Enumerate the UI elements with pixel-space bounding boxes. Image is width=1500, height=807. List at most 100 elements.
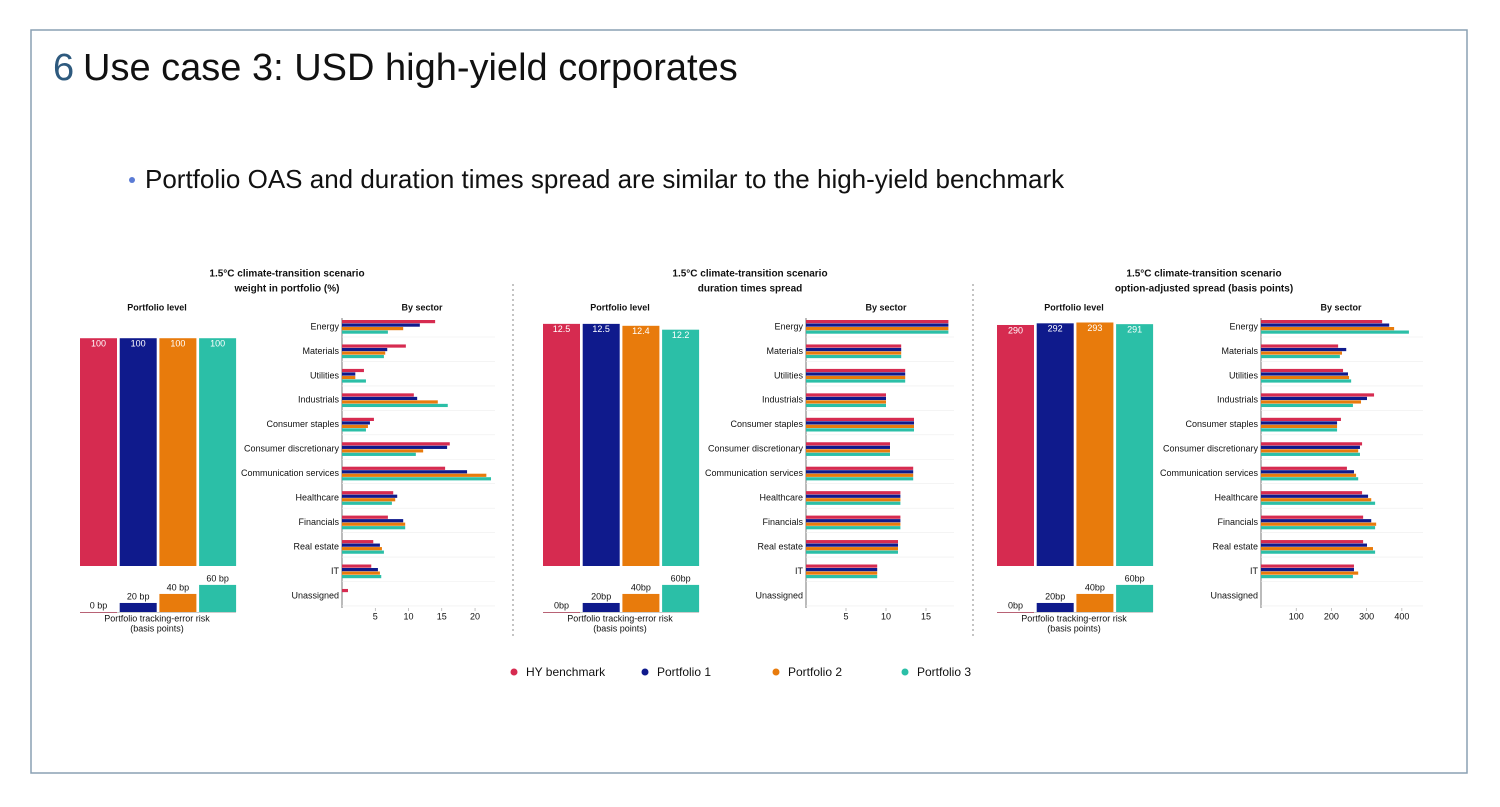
x-tick-label: 15	[437, 611, 447, 621]
category-label: Utilities	[310, 370, 340, 380]
sector-bar	[806, 421, 914, 425]
chart-subtitle: By sector	[401, 302, 443, 312]
value-label: 292	[1048, 324, 1063, 334]
sector-bar	[806, 396, 886, 401]
sector-bar	[1261, 354, 1340, 359]
sector-bar	[1261, 442, 1363, 446]
tracking-bar	[582, 602, 620, 612]
category-label: Real estate	[757, 541, 803, 551]
portfolio-bar	[119, 338, 157, 566]
category-label: IT	[1250, 566, 1259, 576]
sector-bar	[1261, 564, 1354, 568]
value-label: 100	[131, 339, 146, 349]
tracking-caption: Portfolio tracking-error risk	[567, 613, 673, 623]
sector-bar	[342, 449, 424, 453]
category-label: Real estate	[1212, 541, 1258, 551]
sector-bar	[1261, 515, 1364, 519]
sector-bar	[342, 327, 404, 331]
value-label: 100	[210, 339, 225, 349]
sector-bar	[342, 372, 356, 376]
value-label: 293	[1087, 323, 1102, 333]
category-label: Consumer discretionary	[244, 444, 340, 454]
value-label: 60bp	[1125, 573, 1145, 583]
sector-bar	[1261, 403, 1353, 408]
panel-title: 1.5°C climate-transition scenario	[209, 269, 364, 280]
sector-bar	[806, 477, 914, 481]
value-label: 100	[91, 339, 106, 349]
sector-bar	[806, 543, 898, 547]
sector-bar	[1261, 347, 1347, 352]
sector-bar	[806, 571, 878, 575]
category-label: Unassigned	[291, 590, 339, 600]
sector-bar	[1261, 522, 1377, 526]
x-tick-label: 5	[843, 611, 848, 621]
sector-bar	[806, 501, 901, 505]
sector-bar	[1261, 428, 1338, 432]
chart-subtitle: Portfolio level	[1044, 302, 1104, 312]
category-label: Unassigned	[1210, 590, 1258, 600]
panel-title: 1.5°C climate-transition scenario	[1126, 269, 1281, 280]
tracking-caption: (basis points)	[130, 623, 184, 633]
portfolio-bar	[582, 323, 620, 566]
sector-bar	[806, 403, 886, 408]
sector-bar	[1261, 501, 1376, 505]
value-label: 12.4	[632, 326, 650, 336]
category-label: Healthcare	[759, 493, 803, 503]
bullet-dot	[129, 177, 135, 183]
sector-bar	[342, 403, 448, 408]
sector-bar	[342, 588, 348, 593]
sector-bar	[806, 375, 906, 380]
category-label: Communication services	[241, 468, 340, 478]
category-label: Industrials	[298, 395, 340, 405]
sector-bar	[1261, 330, 1409, 334]
sector-bar	[1261, 368, 1344, 373]
sector-bar	[342, 543, 380, 547]
portfolio-bar	[80, 338, 117, 566]
sector-bar	[1261, 473, 1357, 477]
sector-bar	[342, 477, 492, 481]
sector-bar	[806, 368, 906, 373]
x-tick-label: 10	[404, 611, 414, 621]
value-label: 40 bp	[167, 582, 190, 592]
sector-bar	[1261, 445, 1360, 449]
sector-bar	[1261, 494, 1369, 498]
sector-bar	[1261, 417, 1341, 421]
sector-bar	[342, 320, 436, 324]
x-tick-label: 5	[373, 611, 378, 621]
sector-bar	[806, 424, 914, 428]
category-label: Materials	[302, 346, 339, 356]
sector-bar	[342, 417, 374, 421]
sector-bar	[342, 445, 448, 449]
category-label: Energy	[774, 321, 803, 331]
sector-bar	[806, 400, 886, 404]
tracking-bar	[159, 593, 197, 612]
category-label: Industrials	[762, 395, 804, 405]
sector-bar	[1261, 344, 1339, 348]
portfolio-bar	[199, 338, 237, 566]
category-label: Healthcare	[295, 493, 339, 503]
sector-bar	[342, 571, 380, 575]
sector-bar	[806, 327, 949, 331]
value-label: 0bp	[1008, 600, 1023, 610]
portfolio-bar	[1076, 322, 1114, 566]
sector-bar	[342, 442, 450, 446]
value-label: 20bp	[1045, 591, 1065, 601]
sector-bar	[806, 575, 878, 579]
sector-bar	[1261, 320, 1383, 324]
sector-bar	[806, 568, 878, 572]
sector-bar	[806, 351, 902, 355]
value-label: 40bp	[1085, 582, 1105, 592]
panel-title: duration times spread	[698, 284, 802, 295]
sector-bar	[806, 550, 898, 554]
sector-bar	[342, 452, 416, 456]
sector-bar	[806, 515, 901, 519]
category-label: Financials	[1217, 517, 1258, 527]
category-label: Energy	[310, 321, 339, 331]
sector-bar	[342, 473, 487, 477]
legend-label: Portfolio 2	[788, 665, 842, 679]
tracking-caption: (basis points)	[1047, 623, 1101, 633]
sector-bar	[806, 473, 914, 477]
sector-bar	[806, 428, 914, 432]
panel-title: option-adjusted spread (basis points)	[1115, 284, 1293, 295]
sector-bar	[1261, 575, 1353, 579]
